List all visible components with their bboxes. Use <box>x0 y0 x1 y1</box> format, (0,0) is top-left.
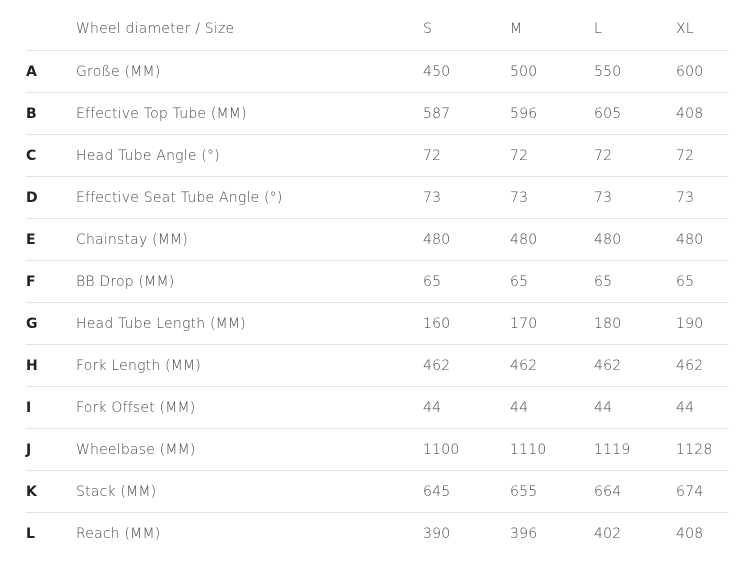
row-value: 390 <box>423 526 451 542</box>
table-row: L Reach (MM) 390 396 402 408 <box>26 513 729 555</box>
row-value: 600 <box>676 63 704 80</box>
row-letter: B <box>26 105 37 122</box>
row-value: 73 <box>423 189 442 206</box>
row-value: 65 <box>676 273 695 290</box>
row-label: Chainstay (MM) <box>76 231 188 248</box>
table-row: B Effective Top Tube (MM) 587 596 605 408 <box>26 93 729 135</box>
row-value: 44 <box>510 399 529 416</box>
header-size-m: M <box>510 21 523 37</box>
row-value: 596 <box>510 105 538 122</box>
table-row: A Große (MM) 450 500 550 600 <box>26 51 729 93</box>
row-value: 73 <box>676 189 695 206</box>
row-value: 396 <box>510 526 538 542</box>
row-value: 480 <box>423 231 451 248</box>
row-value: 65 <box>423 273 442 290</box>
row-value: 72 <box>676 147 695 164</box>
row-value: 44 <box>676 399 695 416</box>
row-letter: E <box>26 231 36 248</box>
table-row: J Wheelbase (MM) 1100 1110 1119 1128 <box>26 429 729 471</box>
row-value: 65 <box>510 273 529 290</box>
table-row: H Fork Length (MM) 462 462 462 462 <box>26 345 729 387</box>
row-value: 664 <box>594 483 622 500</box>
row-label: Stack (MM) <box>76 483 157 500</box>
row-value: 500 <box>510 63 538 80</box>
row-value: 462 <box>594 357 622 374</box>
row-value: 190 <box>676 315 704 332</box>
row-label: BB Drop (MM) <box>76 273 175 290</box>
row-value: 1128 <box>676 441 713 458</box>
row-value: 462 <box>510 357 538 374</box>
row-label: Wheelbase (MM) <box>76 441 196 458</box>
row-label: Große (MM) <box>76 63 161 80</box>
row-letter: G <box>26 315 38 332</box>
row-letter: K <box>26 483 38 500</box>
row-value: 480 <box>594 231 622 248</box>
row-label: Fork Length (MM) <box>76 357 201 374</box>
row-value: 44 <box>423 399 442 416</box>
row-value: 605 <box>594 105 622 122</box>
row-value: 408 <box>676 105 704 122</box>
table-row: C Head Tube Angle (°) 72 72 72 72 <box>26 135 729 177</box>
row-letter: F <box>26 273 36 290</box>
geometry-table: Wheel diameter / Size S M L XL A Große (… <box>26 0 729 555</box>
row-label: Effective Top Tube (MM) <box>76 105 247 122</box>
row-value: 1119 <box>594 441 631 458</box>
row-value: 73 <box>510 189 529 206</box>
row-value: 170 <box>510 315 538 332</box>
table-row: I Fork Offset (MM) 44 44 44 44 <box>26 387 729 429</box>
row-letter: C <box>26 147 37 164</box>
row-value: 462 <box>676 357 704 374</box>
header-size-xl: XL <box>676 21 694 37</box>
row-value: 645 <box>423 483 451 500</box>
row-value: 1110 <box>510 441 547 458</box>
row-value: 180 <box>594 315 622 332</box>
header-size-s: S <box>423 21 433 37</box>
row-label: Fork Offset (MM) <box>76 399 196 416</box>
row-value: 72 <box>510 147 529 164</box>
table-row: K Stack (MM) 645 655 664 674 <box>26 471 729 513</box>
row-letter: I <box>26 399 32 416</box>
row-value: 72 <box>423 147 442 164</box>
row-letter: H <box>26 357 38 374</box>
row-value: 587 <box>423 105 451 122</box>
header-size-l: L <box>594 21 602 37</box>
header-label: Wheel diameter / Size <box>76 21 235 37</box>
row-value: 72 <box>594 147 613 164</box>
table-row: D Effective Seat Tube Angle (°) 73 73 73 73 <box>26 177 729 219</box>
row-value: 550 <box>594 63 622 80</box>
table-row: G Head Tube Length (MM) 160 170 180 190 <box>26 303 729 345</box>
row-value: 44 <box>594 399 613 416</box>
row-value: 480 <box>510 231 538 248</box>
row-value: 480 <box>676 231 704 248</box>
row-label: Effective Seat Tube Angle (°) <box>76 189 283 206</box>
row-value: 65 <box>594 273 613 290</box>
row-value: 1100 <box>423 441 460 458</box>
row-value: 450 <box>423 63 451 80</box>
row-value: 655 <box>510 483 538 500</box>
row-label: Reach (MM) <box>76 526 161 542</box>
table-row: F BB Drop (MM) 65 65 65 65 <box>26 261 729 303</box>
table-row: E Chainstay (MM) 480 480 480 480 <box>26 219 729 261</box>
row-label: Head Tube Length (MM) <box>76 315 246 332</box>
row-letter: J <box>26 441 32 458</box>
row-letter: L <box>26 526 36 542</box>
row-value: 73 <box>594 189 613 206</box>
row-value: 674 <box>676 483 704 500</box>
row-value: 408 <box>676 526 704 542</box>
row-value: 160 <box>423 315 451 332</box>
table-header-row: Wheel diameter / Size S M L XL <box>26 0 729 51</box>
row-letter: A <box>26 63 38 80</box>
row-value: 462 <box>423 357 451 374</box>
row-value: 402 <box>594 526 622 542</box>
row-label: Head Tube Angle (°) <box>76 147 220 164</box>
row-letter: D <box>26 189 38 206</box>
